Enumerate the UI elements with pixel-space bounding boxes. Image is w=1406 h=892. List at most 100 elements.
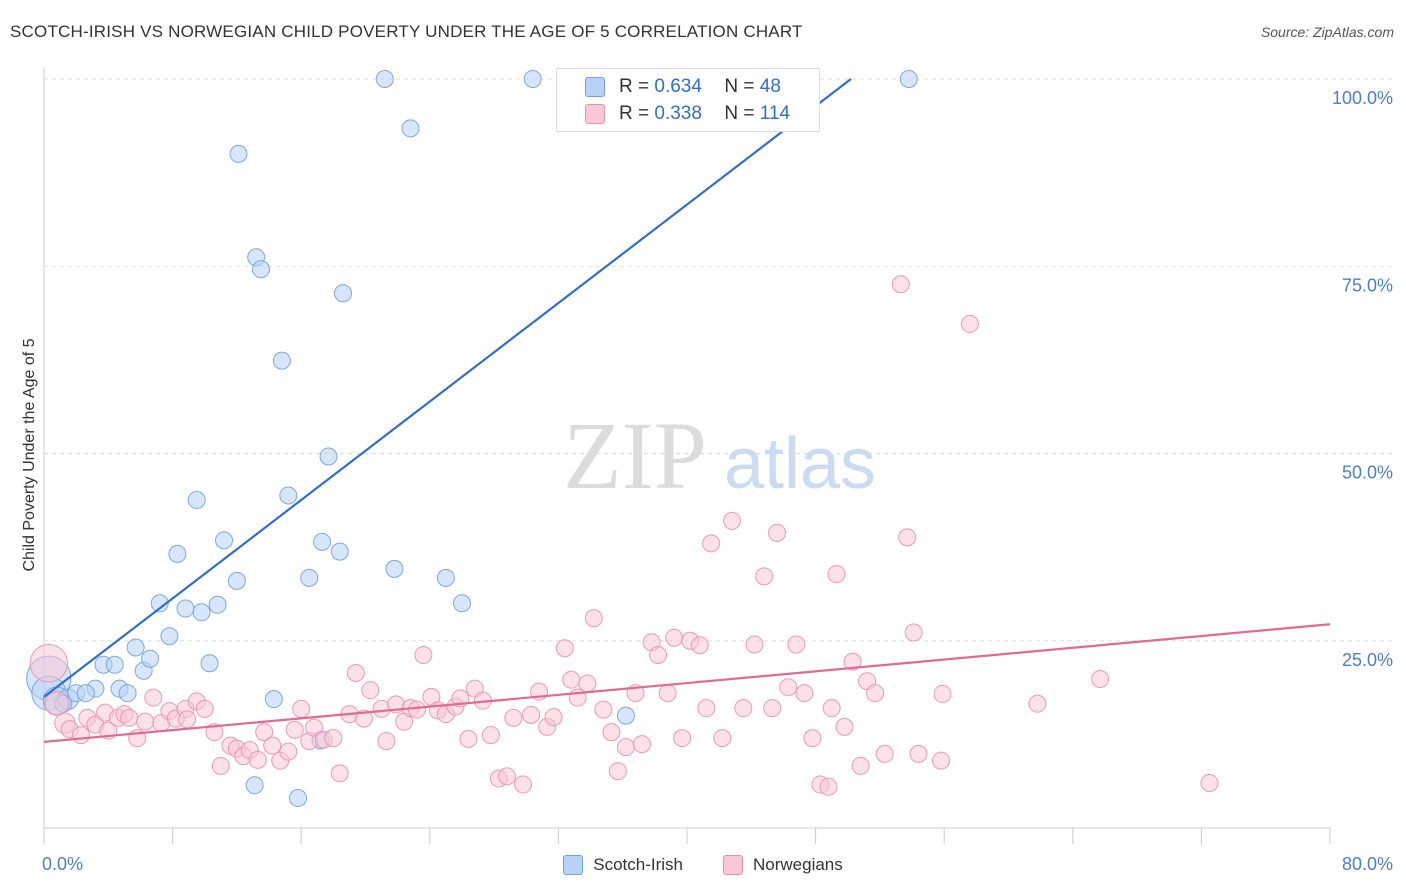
point-norwegians xyxy=(822,699,841,718)
point-norwegians xyxy=(324,729,343,748)
point-norwegians xyxy=(755,567,774,586)
point-norwegians xyxy=(195,699,214,718)
point-norwegians xyxy=(211,756,230,775)
trend-line-scotch-irish xyxy=(43,78,852,698)
point-norwegians xyxy=(136,712,155,731)
stats-r-label: R = xyxy=(619,103,650,124)
point-norwegians xyxy=(481,726,500,745)
point-norwegians xyxy=(1028,694,1047,713)
point-norwegians xyxy=(285,720,304,739)
x-tick-label-max: 80.0% xyxy=(1342,854,1393,874)
point-norwegians xyxy=(497,767,516,786)
point-scotch-irish xyxy=(385,559,404,578)
point-scotch-irish xyxy=(168,544,187,563)
legend-label-norwegians: Norwegians xyxy=(752,855,843,874)
point-norwegians xyxy=(866,684,885,703)
point-norwegians xyxy=(120,708,139,727)
point-norwegians xyxy=(330,764,349,783)
point-norwegians xyxy=(361,681,380,700)
legend-item-scotch-irish[interactable]: Scotch-Irish xyxy=(563,855,683,875)
point-norwegians xyxy=(602,723,621,742)
point-norwegians xyxy=(584,609,603,628)
legend-swatch-norwegians xyxy=(722,855,743,875)
chart-title: SCOTCH-IRISH VS NORWEGIAN CHILD POVERTY … xyxy=(10,22,803,41)
point-norwegians xyxy=(205,723,224,742)
point-norwegians xyxy=(891,275,910,294)
y-axis-label-wrap: Child Poverty Under the Age of 5 xyxy=(18,0,42,892)
point-norwegians xyxy=(514,775,533,794)
point-norwegians xyxy=(933,684,952,703)
watermark: ZIP atlas xyxy=(563,402,876,509)
point-norwegians xyxy=(931,751,950,770)
point-scotch-irish xyxy=(208,595,227,614)
stats-r-label: R = xyxy=(619,76,650,97)
stats-legend: R = 0.634 N = 48 R = 0.338 N = 114 xyxy=(556,68,820,132)
point-scotch-irish xyxy=(245,776,264,795)
point-norwegians xyxy=(414,645,433,664)
legend-label-scotch-irish: Scotch-Irish xyxy=(593,855,683,874)
point-norwegians xyxy=(178,710,197,729)
point-norwegians xyxy=(649,645,668,664)
point-norwegians xyxy=(578,674,597,693)
point-norwegians xyxy=(522,705,541,724)
point-norwegians xyxy=(697,699,716,718)
point-scotch-irish xyxy=(141,649,160,668)
point-norwegians xyxy=(658,684,677,703)
point-scotch-irish xyxy=(118,684,137,703)
point-norwegians xyxy=(795,684,814,703)
point-scotch-irish xyxy=(160,627,179,646)
stats-n-value: 114 xyxy=(759,103,791,124)
point-norwegians xyxy=(144,688,163,707)
point-norwegians xyxy=(71,726,90,745)
point-norwegians xyxy=(354,709,373,728)
point-norwegians xyxy=(745,635,764,654)
y-tick-label: 50.0% xyxy=(1342,463,1393,483)
point-scotch-irish xyxy=(272,351,291,370)
point-norwegians xyxy=(787,635,806,654)
point-norwegians xyxy=(665,628,684,647)
stats-r-value: 0.338 xyxy=(654,103,702,124)
point-norwegians xyxy=(459,729,478,748)
point-norwegians xyxy=(763,699,782,718)
point-scotch-irish xyxy=(401,119,420,138)
point-scotch-irish xyxy=(126,638,145,657)
point-norwegians xyxy=(960,314,979,333)
point-scotch-irish xyxy=(375,70,394,88)
legend-swatch-scotch-irish xyxy=(563,855,584,875)
point-scotch-irish xyxy=(227,571,246,590)
point-norwegians xyxy=(779,678,798,697)
stats-row-norwegians: R = 0.338 N = 114 xyxy=(585,100,790,128)
tick-labels: 25.0% 50.0% 75.0% 100.0% 0.0% 80.0% xyxy=(42,88,1393,874)
point-norwegians xyxy=(723,511,742,530)
stats-n-value: 48 xyxy=(759,76,781,97)
x-tick-label-min: 0.0% xyxy=(42,854,83,874)
point-norwegians xyxy=(44,691,70,717)
point-scotch-irish xyxy=(330,542,349,561)
point-scotch-irish xyxy=(264,690,283,709)
point-norwegians xyxy=(594,700,613,719)
point-scotch-irish xyxy=(319,447,338,466)
point-norwegians xyxy=(377,732,396,751)
y-axis-label: Child Poverty Under the Age of 5 xyxy=(21,338,38,572)
point-norwegians xyxy=(263,736,282,755)
point-scotch-irish xyxy=(252,260,271,279)
point-norwegians xyxy=(346,663,365,682)
point-norwegians xyxy=(768,523,787,542)
point-norwegians xyxy=(898,528,917,547)
stats-swatch-norwegians xyxy=(585,104,605,124)
point-scotch-irish xyxy=(300,568,319,587)
stats-n-label: N = xyxy=(724,103,755,124)
point-scotch-irish xyxy=(436,568,455,587)
y-tick-label: 100.0% xyxy=(1332,88,1393,108)
point-scotch-irish xyxy=(105,655,124,674)
legend-item-norwegians[interactable]: Norwegians xyxy=(722,855,843,875)
chart-source: Source: ZipAtlas.com xyxy=(1260,24,1394,40)
point-norwegians xyxy=(803,729,822,748)
point-norwegians xyxy=(292,699,311,718)
point-scotch-irish xyxy=(333,284,352,303)
stats-r-value: 0.634 xyxy=(654,76,702,97)
point-scotch-irish xyxy=(899,70,918,88)
point-scotch-irish xyxy=(523,70,542,88)
point-scotch-irish xyxy=(616,706,635,725)
point-norwegians xyxy=(255,723,274,742)
